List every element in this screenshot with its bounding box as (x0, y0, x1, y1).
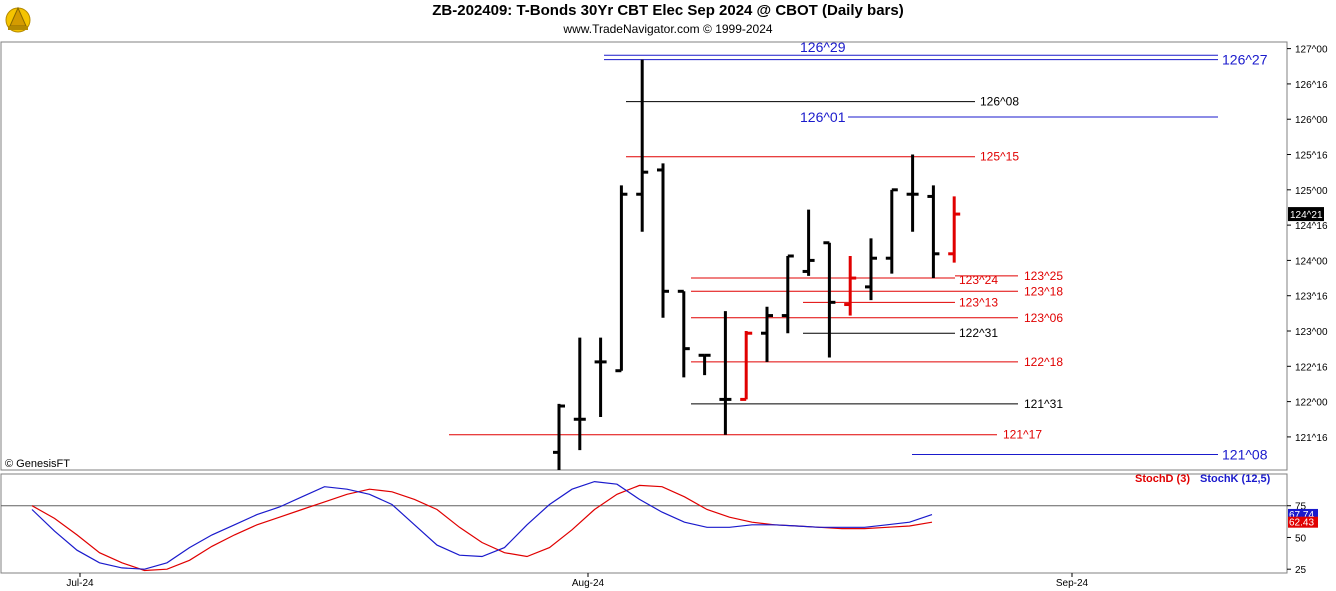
price-tick-label: 122^00 (1295, 398, 1328, 409)
stoch-d-value: 62.43 (1289, 518, 1314, 529)
stoch-k-value-tag (1288, 508, 1318, 520)
ohlc-bar (698, 353, 711, 376)
ohlc-bar (677, 289, 690, 378)
price-tick-label: 125^00 (1295, 186, 1328, 197)
logo-icon (5, 6, 31, 33)
chart-subtitle: www.TradeNavigator.com © 1999-2024 (563, 22, 773, 36)
time-axis: Jul-24 Aug-24 Sep-24 (66, 573, 1089, 589)
stoch-tick-label: 75 (1295, 502, 1307, 513)
price-level-label: 126^08 (980, 95, 1019, 109)
ohlc-bar (657, 163, 669, 318)
price-tick-label: 124^16 (1295, 221, 1328, 232)
stoch-line (31, 480, 933, 570)
price-level-label: 126^01 (800, 109, 846, 125)
price-tick-label: 126^00 (1295, 115, 1328, 126)
price-level-label: 123^13 (959, 295, 998, 309)
current-price-marker (1288, 207, 1324, 222)
ohlc-bar (719, 311, 732, 435)
ohlc-bar (844, 256, 857, 316)
chart-frame (0, 41, 1288, 574)
price-tick-label: 123^00 (1295, 327, 1328, 338)
ohlc-bar (802, 209, 815, 276)
time-tick-label: Sep-24 (1056, 578, 1089, 589)
ohlc-bar (823, 241, 836, 358)
ohlc-bar (615, 185, 628, 373)
price-level-label: 126^29 (800, 39, 846, 55)
price-panel (0, 41, 1288, 471)
legend-stoch-k: StochK (12,5) (1200, 473, 1271, 485)
price-bars (553, 59, 961, 470)
price-tick-label: 126^16 (1295, 80, 1328, 91)
price-level-label: 125^15 (980, 150, 1019, 164)
stoch-k-value: 67.74 (1289, 510, 1314, 521)
price-tick-label: 125^16 (1295, 151, 1328, 162)
ohlc-bar (906, 154, 919, 232)
price-level-label: 126^27 (1222, 52, 1268, 68)
price-level-label: 122^31 (959, 326, 998, 340)
time-tick-label: Jul-24 (66, 578, 94, 589)
price-level-label: 122^18 (1024, 355, 1063, 369)
price-tick-label: 122^16 (1295, 362, 1328, 373)
ohlc-bar (865, 238, 877, 301)
ohlc-bar (740, 331, 753, 401)
stoch-panel-frame (0, 473, 1288, 574)
stoch-tick-label: 25 (1295, 565, 1307, 576)
ohlc-bar (553, 403, 565, 470)
legend-stoch-d: StochD (3) (1135, 473, 1190, 485)
price-levels: 126^29 126^27 126^08 126^01 125^15 123^24 123^… (449, 39, 1268, 463)
ohlc-bar (781, 254, 794, 334)
price-level-label: 121^08 (1222, 447, 1268, 463)
ohlc-bar (761, 306, 773, 362)
ohlc-bar (636, 59, 649, 232)
price-level-label: 121^31 (1024, 397, 1063, 411)
price-tick-label: 121^16 (1295, 433, 1328, 444)
copyright-label: © GenesisFT (5, 458, 70, 470)
price-tick-label: 127^00 (1295, 45, 1328, 56)
price-tick-label: 124^00 (1295, 256, 1328, 267)
ohlc-bar (885, 188, 898, 274)
price-level-label: 123^24 (959, 273, 998, 287)
price-axis: 121^16 122^00 122^16 123^00 123^16 124^00 124^… (1287, 45, 1328, 444)
stoch-d-value-tag (1288, 516, 1318, 528)
price-level-label: 123^06 (1024, 311, 1063, 325)
ohlc-bar (573, 337, 586, 451)
price-level-label: 121^17 (1003, 428, 1042, 442)
price-tick-label: 123^16 (1295, 292, 1328, 303)
current-price-label: 124^21 (1290, 210, 1323, 221)
time-tick-label: Aug-24 (572, 578, 605, 589)
ohlc-bar (927, 185, 940, 279)
ohlc-bar (594, 337, 607, 418)
ohlc-bar (948, 196, 961, 263)
price-level-label: 123^25 (1024, 269, 1063, 283)
stoch-tick-label: 50 (1295, 533, 1307, 544)
chart-title: ZB-202409: T-Bonds 30Yr CBT Elec Sep 202… (432, 2, 904, 19)
price-level-label: 123^18 (1024, 284, 1063, 298)
